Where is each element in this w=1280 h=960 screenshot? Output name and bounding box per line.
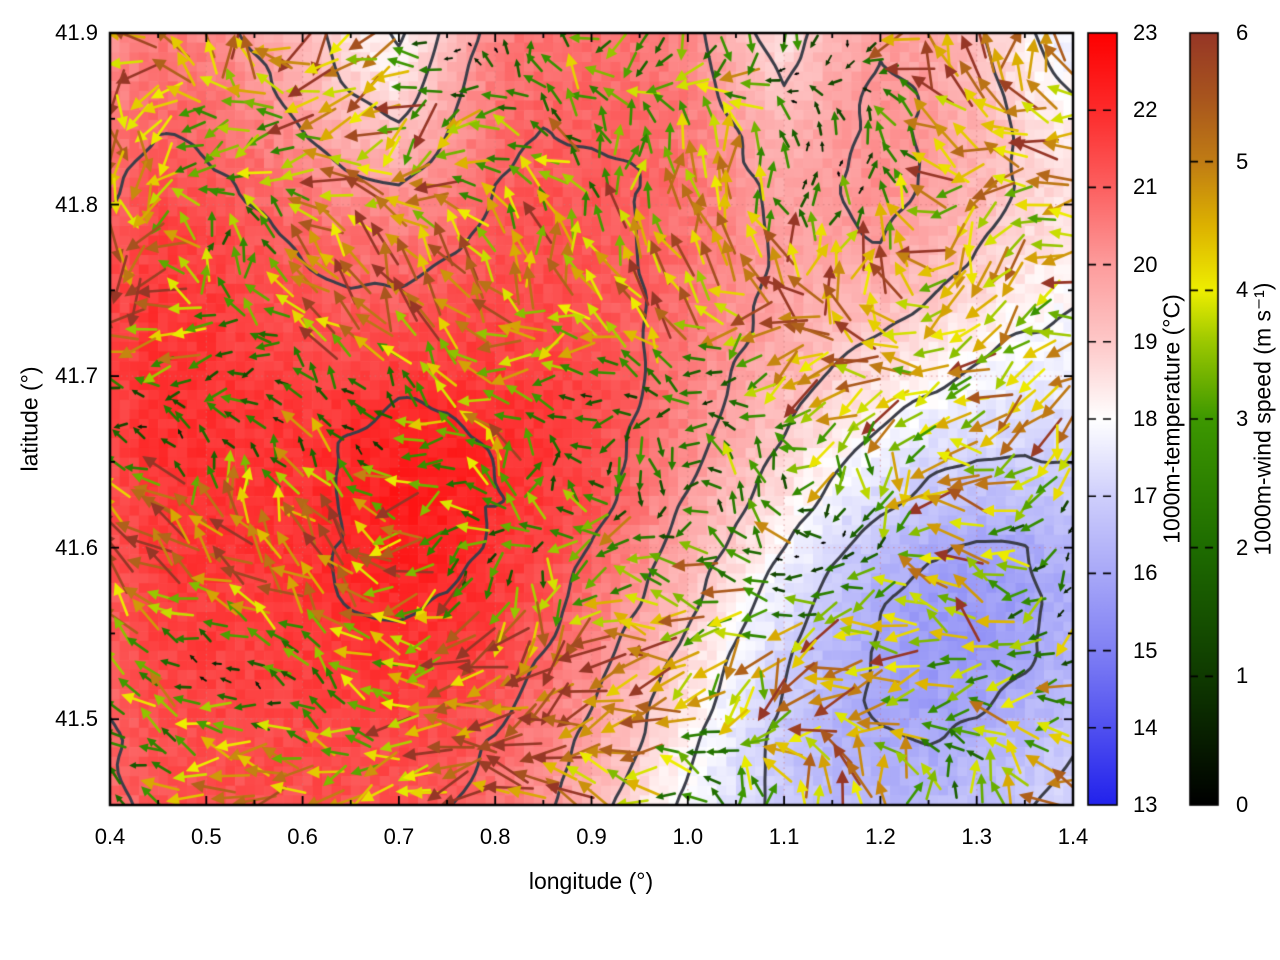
temp-colorbar-tick-label: 14 (1133, 714, 1158, 740)
x-tick-label: 0.4 (94, 824, 126, 849)
x-tick-label: 1.3 (961, 824, 992, 849)
wind-colorbar-tick-label: 5 (1236, 148, 1249, 174)
y-tick-label: 41.5 (55, 706, 98, 732)
y-tick-label: 41.7 (55, 363, 98, 389)
y-axis-label: latitude (°) (16, 366, 43, 472)
y-tick-label: 41.6 (55, 534, 98, 560)
temp-colorbar-tick-label: 23 (1133, 20, 1158, 45)
temp-colorbar-tick-label: 16 (1133, 560, 1158, 586)
wind-colorbar-tick-label: 1 (1236, 663, 1249, 689)
x-tick-label: 1.1 (768, 824, 800, 849)
wind-colorbar-tick-label: 3 (1236, 406, 1249, 431)
x-tick-label: 0.6 (287, 824, 318, 849)
y-tick-label: 41.8 (55, 191, 98, 217)
temp-colorbar-tick-label: 19 (1133, 328, 1158, 354)
x-tick-label: 0.5 (191, 824, 222, 849)
temp-colorbar-tick-label: 13 (1133, 792, 1158, 817)
y-tick-label: 41.9 (55, 20, 98, 45)
temp-colorbar-tick-label: 18 (1133, 406, 1158, 431)
temp-colorbar-tick-label: 20 (1133, 251, 1158, 277)
x-tick-label: 0.7 (383, 824, 415, 849)
x-tick-label: 1.0 (672, 824, 704, 849)
wind-colorbar-tick-label: 4 (1236, 277, 1249, 303)
temp-colorbar-tick-label: 21 (1133, 174, 1158, 200)
x-tick-label: 1.4 (1057, 824, 1089, 849)
wind-colorbar-tick-label: 2 (1236, 534, 1249, 560)
wind-colorbar-tick-label: 0 (1236, 792, 1249, 817)
temp-colorbar-tick-label: 15 (1133, 637, 1158, 663)
wind-colorbar-tick-label: 6 (1236, 20, 1249, 45)
temp-colorbar-tick-label: 22 (1133, 97, 1158, 123)
x-tick-label: 1.2 (865, 824, 896, 849)
x-axis-label: longitude (°) (528, 868, 654, 894)
wind-colorbar-label: 1000m-wind speed (m s⁻¹) (1249, 282, 1276, 556)
x-tick-label: 0.9 (576, 824, 607, 849)
temp-colorbar-label: 1000m-temperature (°C) (1158, 294, 1185, 544)
x-tick-label: 0.8 (479, 824, 511, 849)
temp-colorbar-tick-label: 17 (1133, 483, 1158, 509)
